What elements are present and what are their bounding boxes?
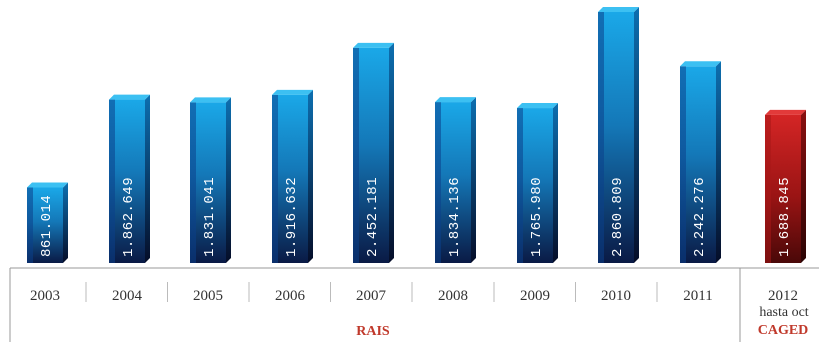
bar-left-edge <box>27 187 33 263</box>
bar-left-edge <box>272 94 278 263</box>
bar-2012 <box>765 109 806 263</box>
bar-side-face <box>63 182 68 263</box>
bar-2006 <box>272 89 313 263</box>
bar-side-face <box>471 97 476 263</box>
bar-top-cap <box>680 61 721 67</box>
bar-2005 <box>190 97 231 264</box>
bar-top-cap <box>190 97 231 103</box>
bar-value-label: 1.765.980 <box>529 177 545 257</box>
labels-layer: 2003 2004 2005 2006 2007 2008 2009 2010 2011 2012… <box>30 282 809 339</box>
bar-side-face <box>308 89 313 263</box>
bar-left-edge <box>517 108 523 264</box>
bar-2008 <box>435 97 476 263</box>
bar-value-label: 1.916.632 <box>284 177 300 257</box>
bar-top-cap <box>272 89 313 95</box>
bar-left-edge <box>598 12 604 263</box>
bar-2003 <box>27 182 68 263</box>
x-tick-label: 2008 <box>438 288 468 304</box>
bar-side-face <box>226 97 231 264</box>
bar-side-face <box>716 61 721 263</box>
x-tick-label: 2012 <box>768 288 798 304</box>
bar-side-face <box>389 42 394 264</box>
bar-2004 <box>109 94 150 263</box>
bar-side-face <box>553 103 558 264</box>
axis-layer <box>9 267 819 342</box>
bar-value-label: 2.860.809 <box>610 177 626 257</box>
x-tick-label: 2009 <box>520 288 550 304</box>
bar-value-label: 2.452.181 <box>365 177 381 257</box>
bar-2009 <box>517 103 558 264</box>
bar-top-cap <box>435 97 476 103</box>
bar-2007 <box>353 42 394 264</box>
bar-value-label: 1.862.649 <box>121 177 137 257</box>
bar-left-edge <box>680 66 686 263</box>
x-tick-label: 2007 <box>356 288 387 304</box>
bar-value-label: 2.242.276 <box>692 177 708 257</box>
bar-value-label: 1.834.136 <box>447 177 463 257</box>
x-tick-label: 2006 <box>275 288 306 304</box>
group-label-rais: RAIS <box>356 324 390 339</box>
bar-top-cap <box>598 7 639 12</box>
bar-top-cap <box>27 182 68 188</box>
x-tick-label: 2003 <box>30 288 60 304</box>
bar-left-edge <box>190 102 196 264</box>
bar-value-label: 1.831.041 <box>202 177 218 257</box>
bar-2010 <box>598 7 639 263</box>
x-tick-label: 2010 <box>601 288 631 304</box>
x-tick-label: 2004 <box>112 288 143 304</box>
bar-left-edge <box>109 99 115 263</box>
x-tick-label: 2005 <box>193 288 223 304</box>
group-label-caged: CAGED <box>758 323 809 338</box>
bar-left-edge <box>435 102 441 263</box>
bar-value-label: 861.014 <box>39 195 55 257</box>
bar-value-label: 1.688.845 <box>777 177 793 257</box>
bar-left-edge <box>353 47 359 264</box>
bar-top-cap <box>765 109 806 115</box>
bar-2011 <box>680 61 721 263</box>
bar-side-face <box>634 7 639 263</box>
bar-side-face <box>801 109 806 263</box>
x-tick-label: 2011 <box>683 288 712 304</box>
bars-layer: 861.014 1.862.649 1.831.041 1.916.632 2.452.… <box>27 7 806 264</box>
bar-top-cap <box>109 94 150 100</box>
bar-top-cap <box>517 103 558 109</box>
bar-side-face <box>145 94 150 263</box>
bar-left-edge <box>765 114 771 263</box>
x-tick-sublabel: hasta oct <box>759 305 808 320</box>
bar-top-cap <box>353 42 394 48</box>
